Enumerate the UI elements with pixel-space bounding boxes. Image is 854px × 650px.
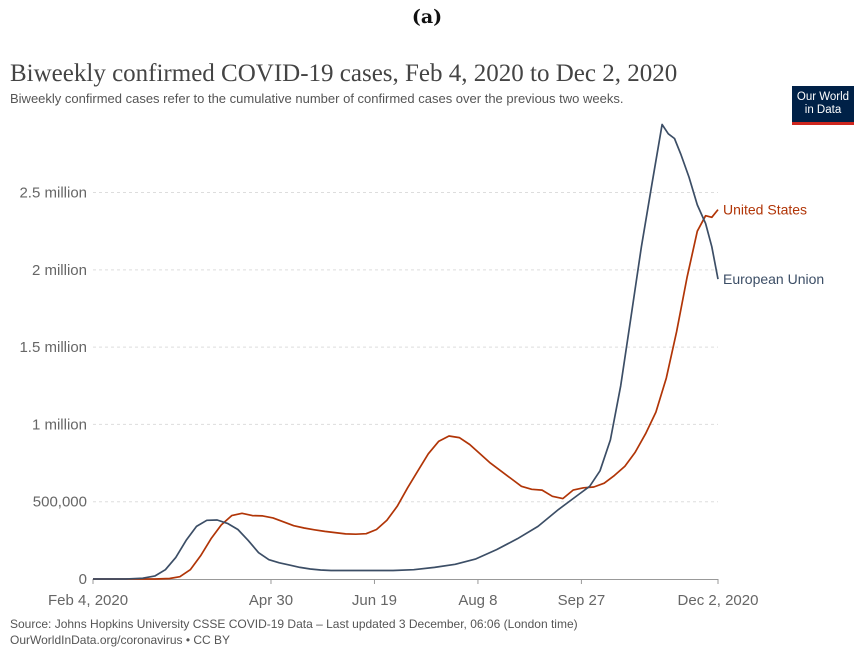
x-tick-label: Feb 4, 2020 <box>48 592 128 609</box>
panel-label: (a) <box>411 6 443 28</box>
series-lines <box>93 123 719 580</box>
series-line-united-states[interactable] <box>93 209 719 580</box>
x-tick-label: Apr 30 <box>249 592 293 609</box>
grid-lines <box>93 192 718 503</box>
footer: Source: Johns Hopkins University CSSE CO… <box>10 616 578 648</box>
x-tick-label: Jun 19 <box>352 592 397 609</box>
series-label-united-states[interactable]: United States <box>723 202 807 218</box>
y-tick-label: 1.5 million <box>19 339 87 356</box>
y-tick-label: 2 million <box>32 262 87 279</box>
x-tick-label: Aug 8 <box>458 592 497 609</box>
owid-logo[interactable]: Our World in Data <box>792 86 854 125</box>
y-tick-label: 2.5 million <box>19 185 87 202</box>
chart-title: Biweekly confirmed COVID-19 cases, Feb 4… <box>10 60 678 87</box>
y-tick-label: 500,000 <box>33 494 87 511</box>
y-tick-label: 0 <box>79 571 87 588</box>
series-labels: United States European Union <box>723 202 824 288</box>
x-tick-label: Dec 2, 2020 <box>678 592 759 609</box>
logo-accent-bar <box>792 122 854 125</box>
series-label-european-union[interactable]: European Union <box>723 271 824 287</box>
y-axis-tick-labels: 0 500,000 1 million 1.5 million 2 million 2.5… <box>19 185 87 588</box>
chart-subtitle: Biweekly confirmed cases refer to the cu… <box>10 91 624 106</box>
logo-line-2: in Data <box>804 104 842 116</box>
credit-link[interactable]: OurWorldInData.org/coronavirus • CC BY <box>10 633 231 647</box>
line-chart: 0 500,000 1 million 1.5 million 2 million 2.5… <box>19 123 824 609</box>
y-tick-label: 1 million <box>32 416 87 433</box>
x-tick-label: Sep 27 <box>558 592 606 609</box>
logo-line-1: Our World <box>796 91 850 103</box>
series-line-european-union[interactable] <box>93 123 719 580</box>
x-axis: Feb 4, 2020 Apr 30 Jun 19 Aug 8 Sep 27 Dec 2,… <box>48 579 758 609</box>
source-note: Source: Johns Hopkins University CSSE CO… <box>10 617 578 631</box>
